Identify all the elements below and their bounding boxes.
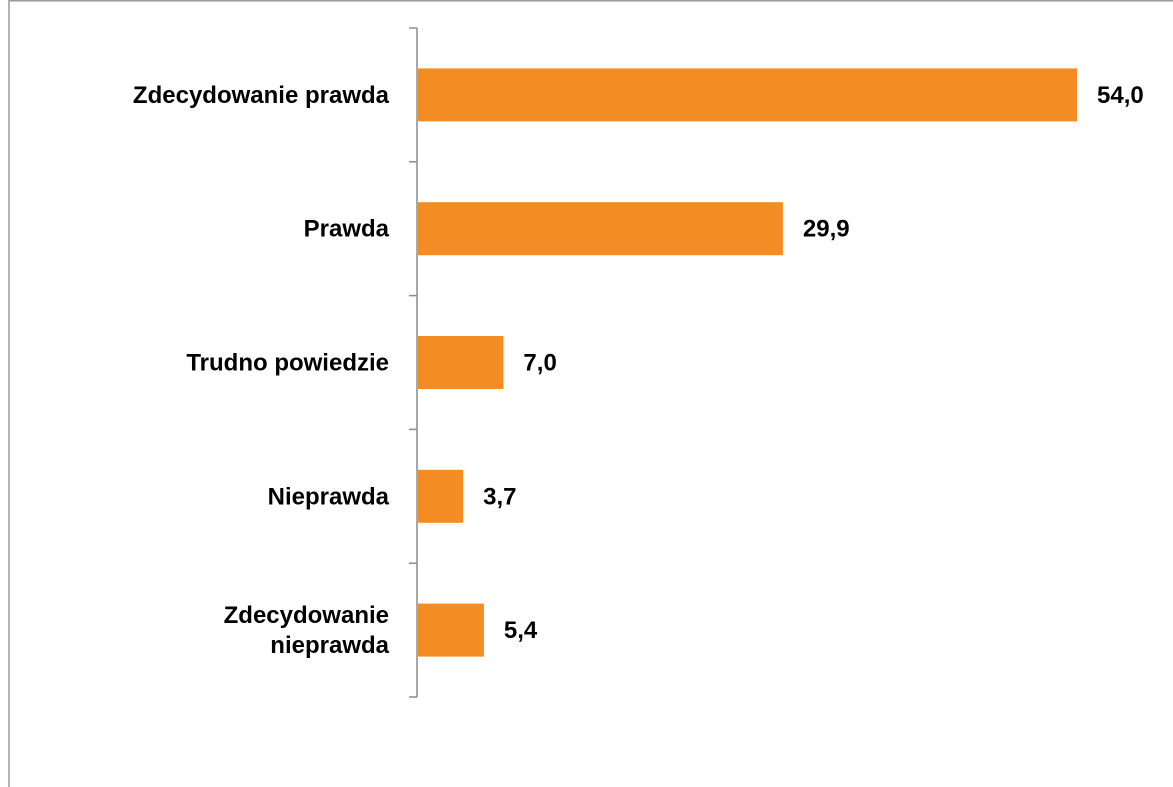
value-label: 3,7 (483, 483, 516, 510)
category-axis (409, 27, 418, 698)
bar (418, 469, 464, 523)
bar (418, 336, 504, 389)
value-label: 54,0 (1097, 82, 1144, 109)
bars-group (418, 68, 1077, 657)
category-label: nieprawda (270, 632, 389, 659)
bar (418, 603, 484, 657)
value-label: 7,0 (523, 350, 556, 377)
value-labels: 54,0 29,9 7,0 3,7 5,4 (483, 82, 1144, 644)
value-label: 5,4 (504, 617, 538, 644)
bar (418, 68, 1077, 122)
category-label: Trudno powiedzie (186, 350, 389, 377)
category-label: Prawda (304, 216, 390, 243)
bar (418, 202, 783, 256)
category-labels: Zdecydowanie prawda Prawda Trudno powiedzi… (133, 82, 390, 659)
category-label: Zdecydowanie prawda (133, 82, 390, 109)
value-label: 29,9 (803, 216, 850, 243)
category-label: Zdecydowanie (224, 602, 389, 629)
category-label: Nieprawda (268, 483, 390, 510)
